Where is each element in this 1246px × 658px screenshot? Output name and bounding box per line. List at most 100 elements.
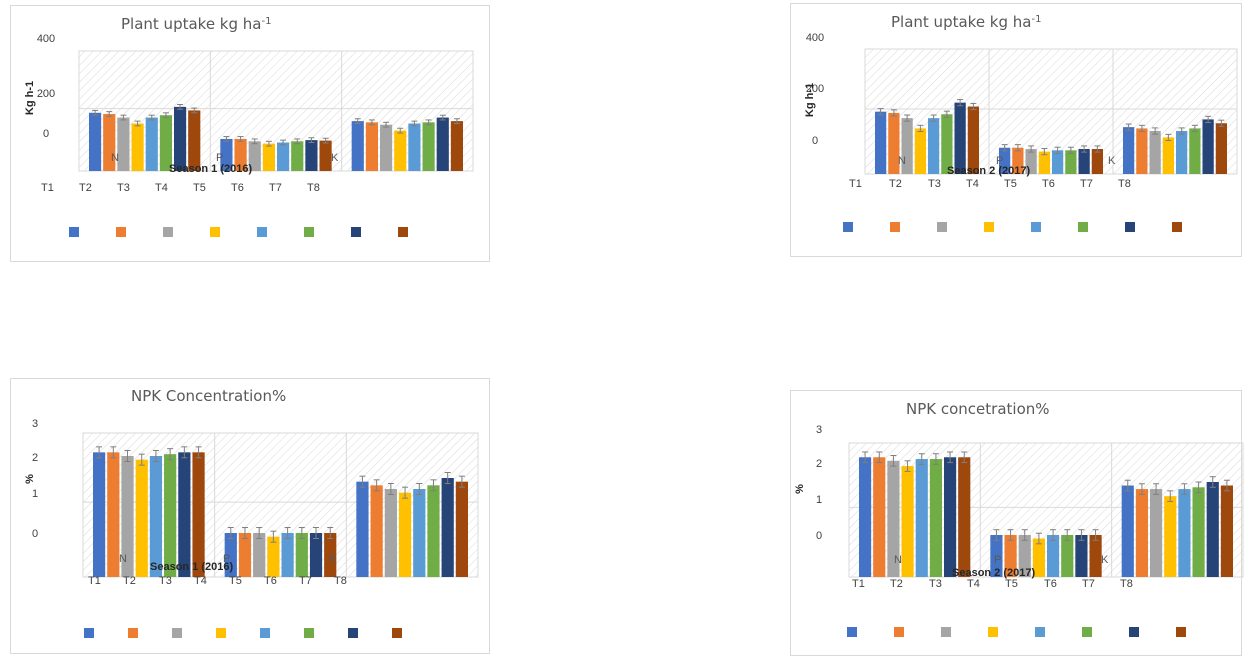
chart-svg: NPK Concentration% 3 2 1 0% N P K Season 1 (2016…: [24, 387, 479, 638]
legend-swatch: [348, 628, 358, 638]
bar: [394, 130, 407, 171]
treatment-label: T8: [1120, 578, 1133, 590]
bar: [267, 536, 280, 577]
chart-svg: Plant uptake kg ha-1 400 200 0 Kg h-1 N P K Seas…: [804, 13, 1238, 232]
bar: [1162, 137, 1174, 174]
y-axis-label: %: [24, 474, 36, 484]
bar: [929, 459, 942, 577]
bar: [1149, 130, 1161, 174]
chart-title-superscript: -1: [262, 16, 272, 27]
category-label: K: [1108, 155, 1116, 167]
legend-swatch: [398, 227, 408, 237]
bar: [1038, 151, 1050, 174]
bar: [89, 112, 102, 171]
bar: [398, 492, 412, 577]
chart-title: Plant uptake kg ha-1: [891, 13, 1041, 31]
legend-swatch: [304, 227, 314, 237]
bar: [277, 142, 290, 171]
category-label: P: [216, 152, 223, 164]
npk-concentration-season-1-chart: NPK Concentration% 3 2 1 0% N P K Season 1 (2016…: [10, 378, 490, 654]
bar: [1075, 535, 1088, 577]
treatment-label: T3: [929, 578, 942, 590]
y-tick-label: 0: [812, 135, 818, 147]
bar: [192, 452, 205, 577]
bar: [135, 459, 148, 577]
treatment-label: T6: [1044, 578, 1057, 590]
bar: [901, 118, 913, 174]
plot-area: [82, 432, 479, 578]
bar: [1047, 535, 1060, 577]
bar: [887, 460, 900, 577]
legend-swatch: [941, 627, 951, 637]
bar: [999, 147, 1011, 174]
y-axis-label: %: [794, 484, 806, 494]
y-tick-label: 0: [816, 530, 822, 542]
treatment-label: T3: [159, 575, 172, 587]
y-tick-label: 0: [32, 528, 38, 540]
bar: [1089, 535, 1102, 577]
y-tick-label: 1: [32, 488, 38, 500]
category-label: N: [898, 155, 906, 167]
chart-title-superscript: -1: [1032, 14, 1042, 25]
bar: [1065, 150, 1077, 174]
bar: [370, 485, 383, 577]
treatment-label: T6: [1042, 178, 1055, 190]
legend-swatch: [843, 222, 853, 232]
bar: [1004, 535, 1017, 577]
legend-swatch: [163, 227, 173, 237]
category-label: K: [329, 553, 337, 565]
chart-title: NPK concetration%: [906, 400, 1050, 418]
bar: [1025, 149, 1037, 174]
category-label: P: [994, 554, 1001, 566]
bar: [295, 533, 308, 577]
bar: [1091, 149, 1103, 174]
y-tick-label: 3: [32, 418, 38, 430]
bar: [954, 102, 966, 174]
season-label: Season 2 (2017): [947, 165, 1030, 177]
bar: [262, 143, 275, 171]
y-axis-label: Kg h-1: [24, 81, 36, 115]
bar: [1121, 485, 1134, 577]
chart-svg: NPK concetration% 3 2 1 0% N P K Season 2 (2017)…: [794, 400, 1244, 637]
treatment-label: T1: [88, 575, 101, 587]
treatment-label: T4: [967, 578, 980, 590]
bar: [1189, 128, 1201, 174]
bar: [941, 114, 953, 174]
legend-swatch: [890, 222, 900, 232]
bar: [356, 481, 369, 577]
treatment-label: T4: [966, 178, 979, 190]
treatment-label: T6: [264, 575, 277, 587]
bar: [188, 110, 201, 171]
bar: [859, 457, 872, 577]
bar: [1202, 119, 1214, 174]
bar: [450, 121, 463, 171]
bar: [967, 106, 979, 174]
plant-uptake-season-2-chart: Plant uptake kg ha-1 400 200 0 Kg h-1 N P K Seas…: [790, 3, 1242, 257]
bar: [117, 117, 130, 171]
bar: [107, 452, 120, 577]
bar: [224, 533, 237, 577]
treatment-label: T7: [1082, 578, 1095, 590]
bar: [958, 457, 971, 577]
category-label: N: [111, 152, 119, 164]
legend-swatch: [84, 628, 94, 638]
y-tick-label: 400: [806, 32, 824, 44]
bar: [384, 489, 397, 577]
legend-swatch: [116, 227, 126, 237]
bar: [1032, 538, 1045, 577]
legend-swatch: [1129, 627, 1139, 637]
treatment-label: T2: [890, 578, 903, 590]
bar: [1123, 127, 1135, 174]
bar: [1052, 150, 1064, 174]
bar: [441, 478, 454, 577]
legend-swatch: [1035, 627, 1045, 637]
bar: [149, 456, 163, 577]
bar: [1012, 147, 1024, 174]
treatment-label: T4: [194, 575, 207, 587]
bar: [174, 106, 187, 171]
legend-swatch: [260, 628, 270, 638]
category-label: K: [1101, 554, 1109, 566]
chart-title: NPK Concentration%: [131, 387, 286, 405]
bar: [915, 459, 928, 577]
plant-uptake-season-1-chart: Plant uptake kg ha-1 400 200 0 Kg h-1 N P K Seas…: [10, 5, 490, 262]
